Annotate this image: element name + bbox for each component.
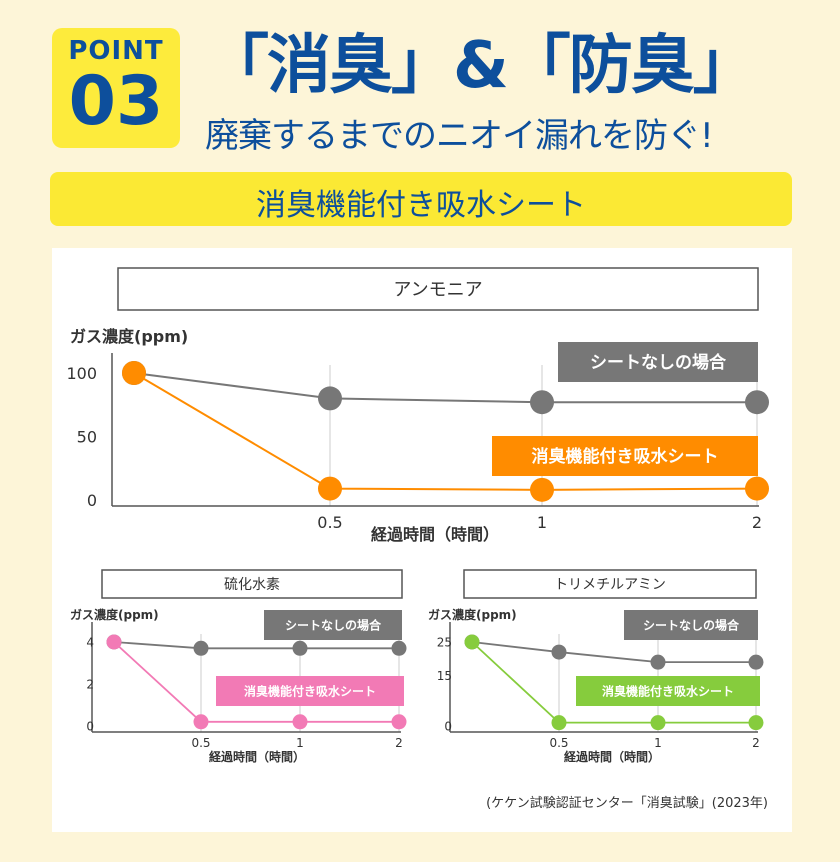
data-point [745, 390, 769, 415]
data-point [530, 477, 554, 502]
data-point [391, 640, 407, 656]
chart-title: アンモニア [393, 279, 482, 300]
banner-text: 消臭機能付き吸水シート [256, 188, 586, 223]
data-point [391, 714, 407, 730]
data-point [464, 634, 480, 650]
y-tick-label: 0 [86, 719, 94, 733]
x-tick-label: 0.5 [191, 736, 210, 750]
data-point [530, 390, 554, 415]
legend-color-box [576, 676, 760, 706]
data-point [318, 386, 342, 411]
x-tick-label: 0.5 [317, 513, 342, 532]
x-tick-label: 1 [654, 736, 662, 750]
y-tick-label: 2 [86, 677, 94, 691]
charts-panel: アンモニア ガス濃度(ppm) 0 50 100 0.5 1 2 経過時間（時間） シートなしの場… [52, 248, 792, 832]
legend-gray-box [624, 610, 758, 640]
product-banner: 消臭機能付き吸水シート [50, 172, 792, 226]
data-point [106, 634, 122, 650]
data-point [292, 714, 308, 730]
y-tick-label: 50 [77, 427, 97, 446]
legend-deodorant-sheet: 消臭機能付き吸水シート [602, 683, 734, 698]
data-point [122, 361, 146, 385]
chart-title: 硫化水素 [224, 577, 280, 593]
x-tick-label: 2 [752, 513, 762, 532]
point-badge: POINT 03 [52, 28, 180, 148]
data-point [650, 715, 666, 731]
data-point [318, 476, 342, 501]
x-axis-label: 経過時間（時間） [564, 749, 660, 764]
y-axis-label: ガス濃度(ppm) [428, 607, 517, 622]
x-tick-label: 2 [752, 736, 760, 750]
chart-title: トリメチルアミン [554, 577, 666, 593]
series-line-1 [471, 641, 756, 724]
y-axis-label: ガス濃度(ppm) [70, 607, 159, 622]
y-tick-label: 4 [86, 635, 94, 649]
legend-gray-box [264, 610, 402, 640]
data-point [193, 714, 209, 730]
series-line-0 [113, 641, 399, 650]
data-point [551, 644, 567, 660]
data-point [193, 640, 209, 656]
legend-color-box [492, 436, 758, 476]
subheadline: 廃棄するまでのニオイ漏れを防ぐ! [205, 116, 714, 156]
y-tick-label: 100 [66, 364, 97, 383]
series-line-1 [133, 372, 758, 491]
x-tick-label: 0.5 [549, 736, 568, 750]
source-note: (ケケン試験認証センター「消臭試験」(2023年) [486, 796, 768, 811]
x-tick-label: 1 [296, 736, 304, 750]
data-point [551, 715, 567, 731]
data-point [292, 640, 308, 656]
data-point [650, 654, 666, 670]
x-tick-label: 1 [537, 513, 547, 532]
x-axis-label: 経過時間（時間） [371, 525, 499, 544]
y-tick-label: 0 [444, 719, 452, 733]
series-line-0 [471, 641, 756, 664]
y-tick-label: 15 [437, 669, 452, 683]
chart-title-box [101, 569, 403, 599]
data-point [748, 715, 764, 731]
legend-no-sheet: シートなしの場合 [590, 352, 727, 373]
x-axis-label: 経過時間（時間） [209, 749, 305, 764]
legend-deodorant-sheet: 消臭機能付き吸水シート [532, 446, 719, 467]
legend-deodorant-sheet: 消臭機能付き吸水シート [244, 683, 376, 698]
legend-no-sheet: シートなしの場合 [643, 617, 740, 632]
data-point [748, 654, 764, 670]
series-line-0 [133, 372, 757, 404]
point-number: 03 [68, 62, 164, 141]
chart-title-box [463, 569, 757, 599]
point-label: POINT [68, 36, 164, 66]
y-tick-label: 25 [437, 635, 452, 649]
headline: 「消臭」&「防臭」 [205, 29, 757, 103]
series-line-1 [113, 641, 399, 723]
x-tick-label: 2 [395, 736, 403, 750]
legend-gray-box [558, 342, 758, 382]
chart-title-box [117, 267, 759, 311]
legend-no-sheet: シートなしの場合 [285, 617, 382, 632]
y-axis-label: ガス濃度(ppm) [70, 327, 188, 346]
data-point [745, 476, 769, 501]
y-tick-label: 0 [87, 491, 97, 510]
legend-color-box [216, 676, 404, 706]
